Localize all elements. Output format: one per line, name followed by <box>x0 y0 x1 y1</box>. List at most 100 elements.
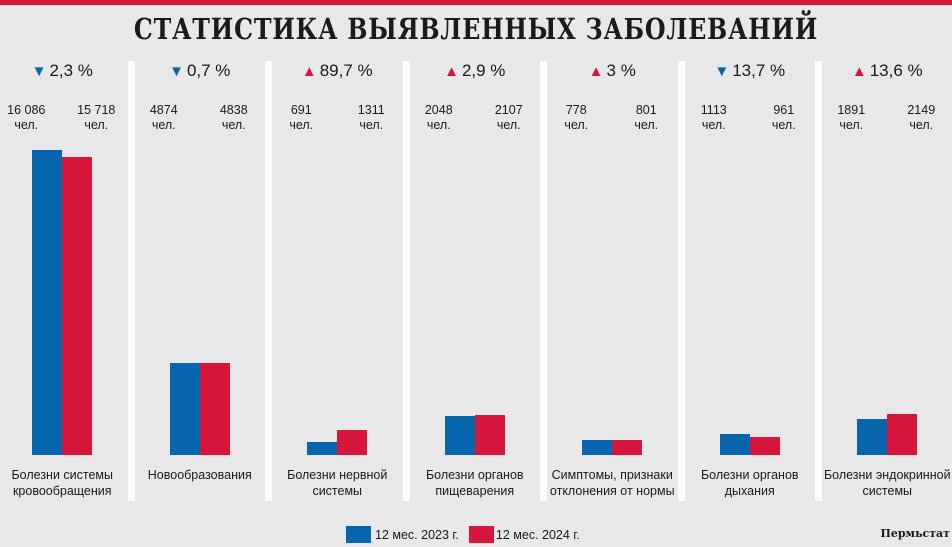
value-unit: чел. <box>359 118 384 132</box>
category-column: ▲ 89,7 % 691 чел. 1311 чел. Болезни нервной си… <box>272 0 403 547</box>
value-unit: чел. <box>426 118 451 132</box>
value-unit: чел. <box>634 118 659 132</box>
bar-2024 <box>612 439 643 455</box>
value-unit: чел. <box>221 118 246 132</box>
bar-2023 <box>307 441 338 455</box>
value-label: 16 086 чел. <box>0 103 56 133</box>
column-divider <box>677 61 685 501</box>
category-column: ▼ 2,3 % 16 086 чел. 15 718 чел. Болезни систем… <box>0 0 128 547</box>
bar-2023 <box>857 419 888 455</box>
bar-2024 <box>887 414 918 455</box>
change-value: 0,7 % <box>186 61 231 80</box>
value-unit: чел. <box>151 118 176 132</box>
value-label: 15 718 чел. <box>66 103 126 133</box>
top-accent-bar <box>0 0 952 5</box>
category-label: Новообразования <box>147 468 252 482</box>
value-label: 1891 чел. <box>821 103 881 133</box>
change-label: ▼ 13,7 % <box>685 61 816 81</box>
value-number: 4838 <box>219 103 248 117</box>
category-label: Болезни органов дыхания <box>700 468 799 498</box>
bar-2024 <box>62 156 93 455</box>
value-number: 691 <box>290 103 312 117</box>
value-label: 4874 чел. <box>134 103 194 133</box>
bar-2023 <box>32 150 63 455</box>
legend: 12 мес. 2023 г. 12 мес. 2024 г. <box>346 526 580 543</box>
change-value: 2,3 % <box>49 61 93 80</box>
change-label: ▲ 2,9 % <box>410 61 541 81</box>
value-unit: чел. <box>909 118 934 132</box>
category-column: ▼ 13,7 % 1113 чел. 961 чел. Болезни органов ды… <box>685 0 816 547</box>
value-number: 15 718 <box>77 103 116 117</box>
value-number: 2107 <box>494 103 523 117</box>
value-number: 961 <box>773 103 795 117</box>
chart-title: СТАТИСТИКА ВЫЯВЛЕННЫХ ЗАБОЛЕВАНИЙ <box>133 12 819 46</box>
value-label: 2107 чел. <box>479 103 539 133</box>
value-unit: чел. <box>771 118 796 132</box>
value-label: 778 чел. <box>546 103 606 133</box>
value-number: 1113 <box>700 103 727 117</box>
bar-2024 <box>337 430 368 455</box>
bar-2024 <box>199 363 230 455</box>
column-divider <box>402 61 410 501</box>
value-label: 691 чел. <box>271 103 331 133</box>
value-label: 961 чел. <box>754 103 814 133</box>
legend-swatch-2024 <box>468 526 494 543</box>
triangle-up-icon: ▲ <box>851 63 867 80</box>
column-divider <box>540 61 547 501</box>
change-label: ▲ 13,6 % <box>822 61 952 81</box>
value-unit: чел. <box>14 118 39 132</box>
bar-2024 <box>474 415 505 455</box>
value-unit: чел. <box>839 118 864 132</box>
triangle-down-icon: ▼ <box>169 63 184 80</box>
value-number: 16 086 <box>7 103 46 117</box>
category-column: ▲ 2,9 % 2048 чел. 2107 чел. Болезни органов пи… <box>410 0 541 547</box>
value-label: 1311 чел. <box>341 103 401 133</box>
triangle-down-icon: ▼ <box>31 63 47 80</box>
value-number: 2149 <box>907 103 936 117</box>
legend-label-2023: 12 мес. 2023 г. <box>375 527 459 542</box>
category-label: Болезни нервной системы <box>287 468 388 498</box>
value-number: 1891 <box>837 103 866 117</box>
change-value: 89,7 % <box>319 61 373 80</box>
value-unit: чел. <box>564 118 589 132</box>
value-number: 1311 <box>357 103 385 117</box>
triangle-up-icon: ▲ <box>444 63 459 80</box>
value-label: 2048 чел. <box>409 103 469 133</box>
category-column: ▲ 13,6 % 1891 чел. 2149 чел. Болезни эндокринн… <box>822 0 952 547</box>
legend-swatch-2023 <box>346 526 371 543</box>
category-column: ▲ 3 % 778 чел. 801 чел. Симптомы, признаки отк… <box>547 0 678 547</box>
category-label: Болезни органов пищеварения <box>425 468 524 498</box>
triangle-up-icon: ▲ <box>588 63 604 80</box>
triangle-down-icon: ▼ <box>714 63 730 80</box>
category-label: Болезни системы кровообращения <box>11 468 114 498</box>
change-label: ▼ 0,7 % <box>135 61 266 81</box>
change-value: 13,6 % <box>869 61 923 80</box>
value-label: 4838 чел. <box>204 103 264 133</box>
legend-label-2024: 12 мес. 2024 г. <box>495 527 580 542</box>
value-label: 1113 чел. <box>684 103 744 133</box>
value-label: 801 чел. <box>616 103 676 133</box>
column-divider <box>265 61 272 501</box>
change-label: ▼ 2,3 % <box>0 61 128 81</box>
value-number: 778 <box>565 103 587 117</box>
change-value: 13,7 % <box>732 61 786 80</box>
change-label: ▲ 3 % <box>547 61 678 81</box>
value-number: 4874 <box>149 103 178 117</box>
category-column: ▼ 0,7 % 4874 чел. 4838 чел. Новообразования <box>135 0 266 547</box>
value-unit: чел. <box>496 118 521 132</box>
bar-2023 <box>444 416 475 455</box>
value-number: 2048 <box>424 103 453 117</box>
category-label: Болезни эндокринной системы <box>823 468 951 498</box>
change-label: ▲ 89,7 % <box>272 61 403 81</box>
value-unit: чел. <box>289 118 314 132</box>
value-label: 2149 чел. <box>891 103 951 133</box>
change-value: 3 % <box>606 61 636 80</box>
column-divider <box>127 61 135 501</box>
column-divider <box>815 61 822 501</box>
bar-2023 <box>582 440 613 455</box>
bar-2024 <box>749 436 780 455</box>
value-number: 801 <box>635 103 657 117</box>
value-unit: чел. <box>701 118 726 132</box>
value-unit: чел. <box>84 118 109 132</box>
change-value: 2,9 % <box>461 61 506 80</box>
